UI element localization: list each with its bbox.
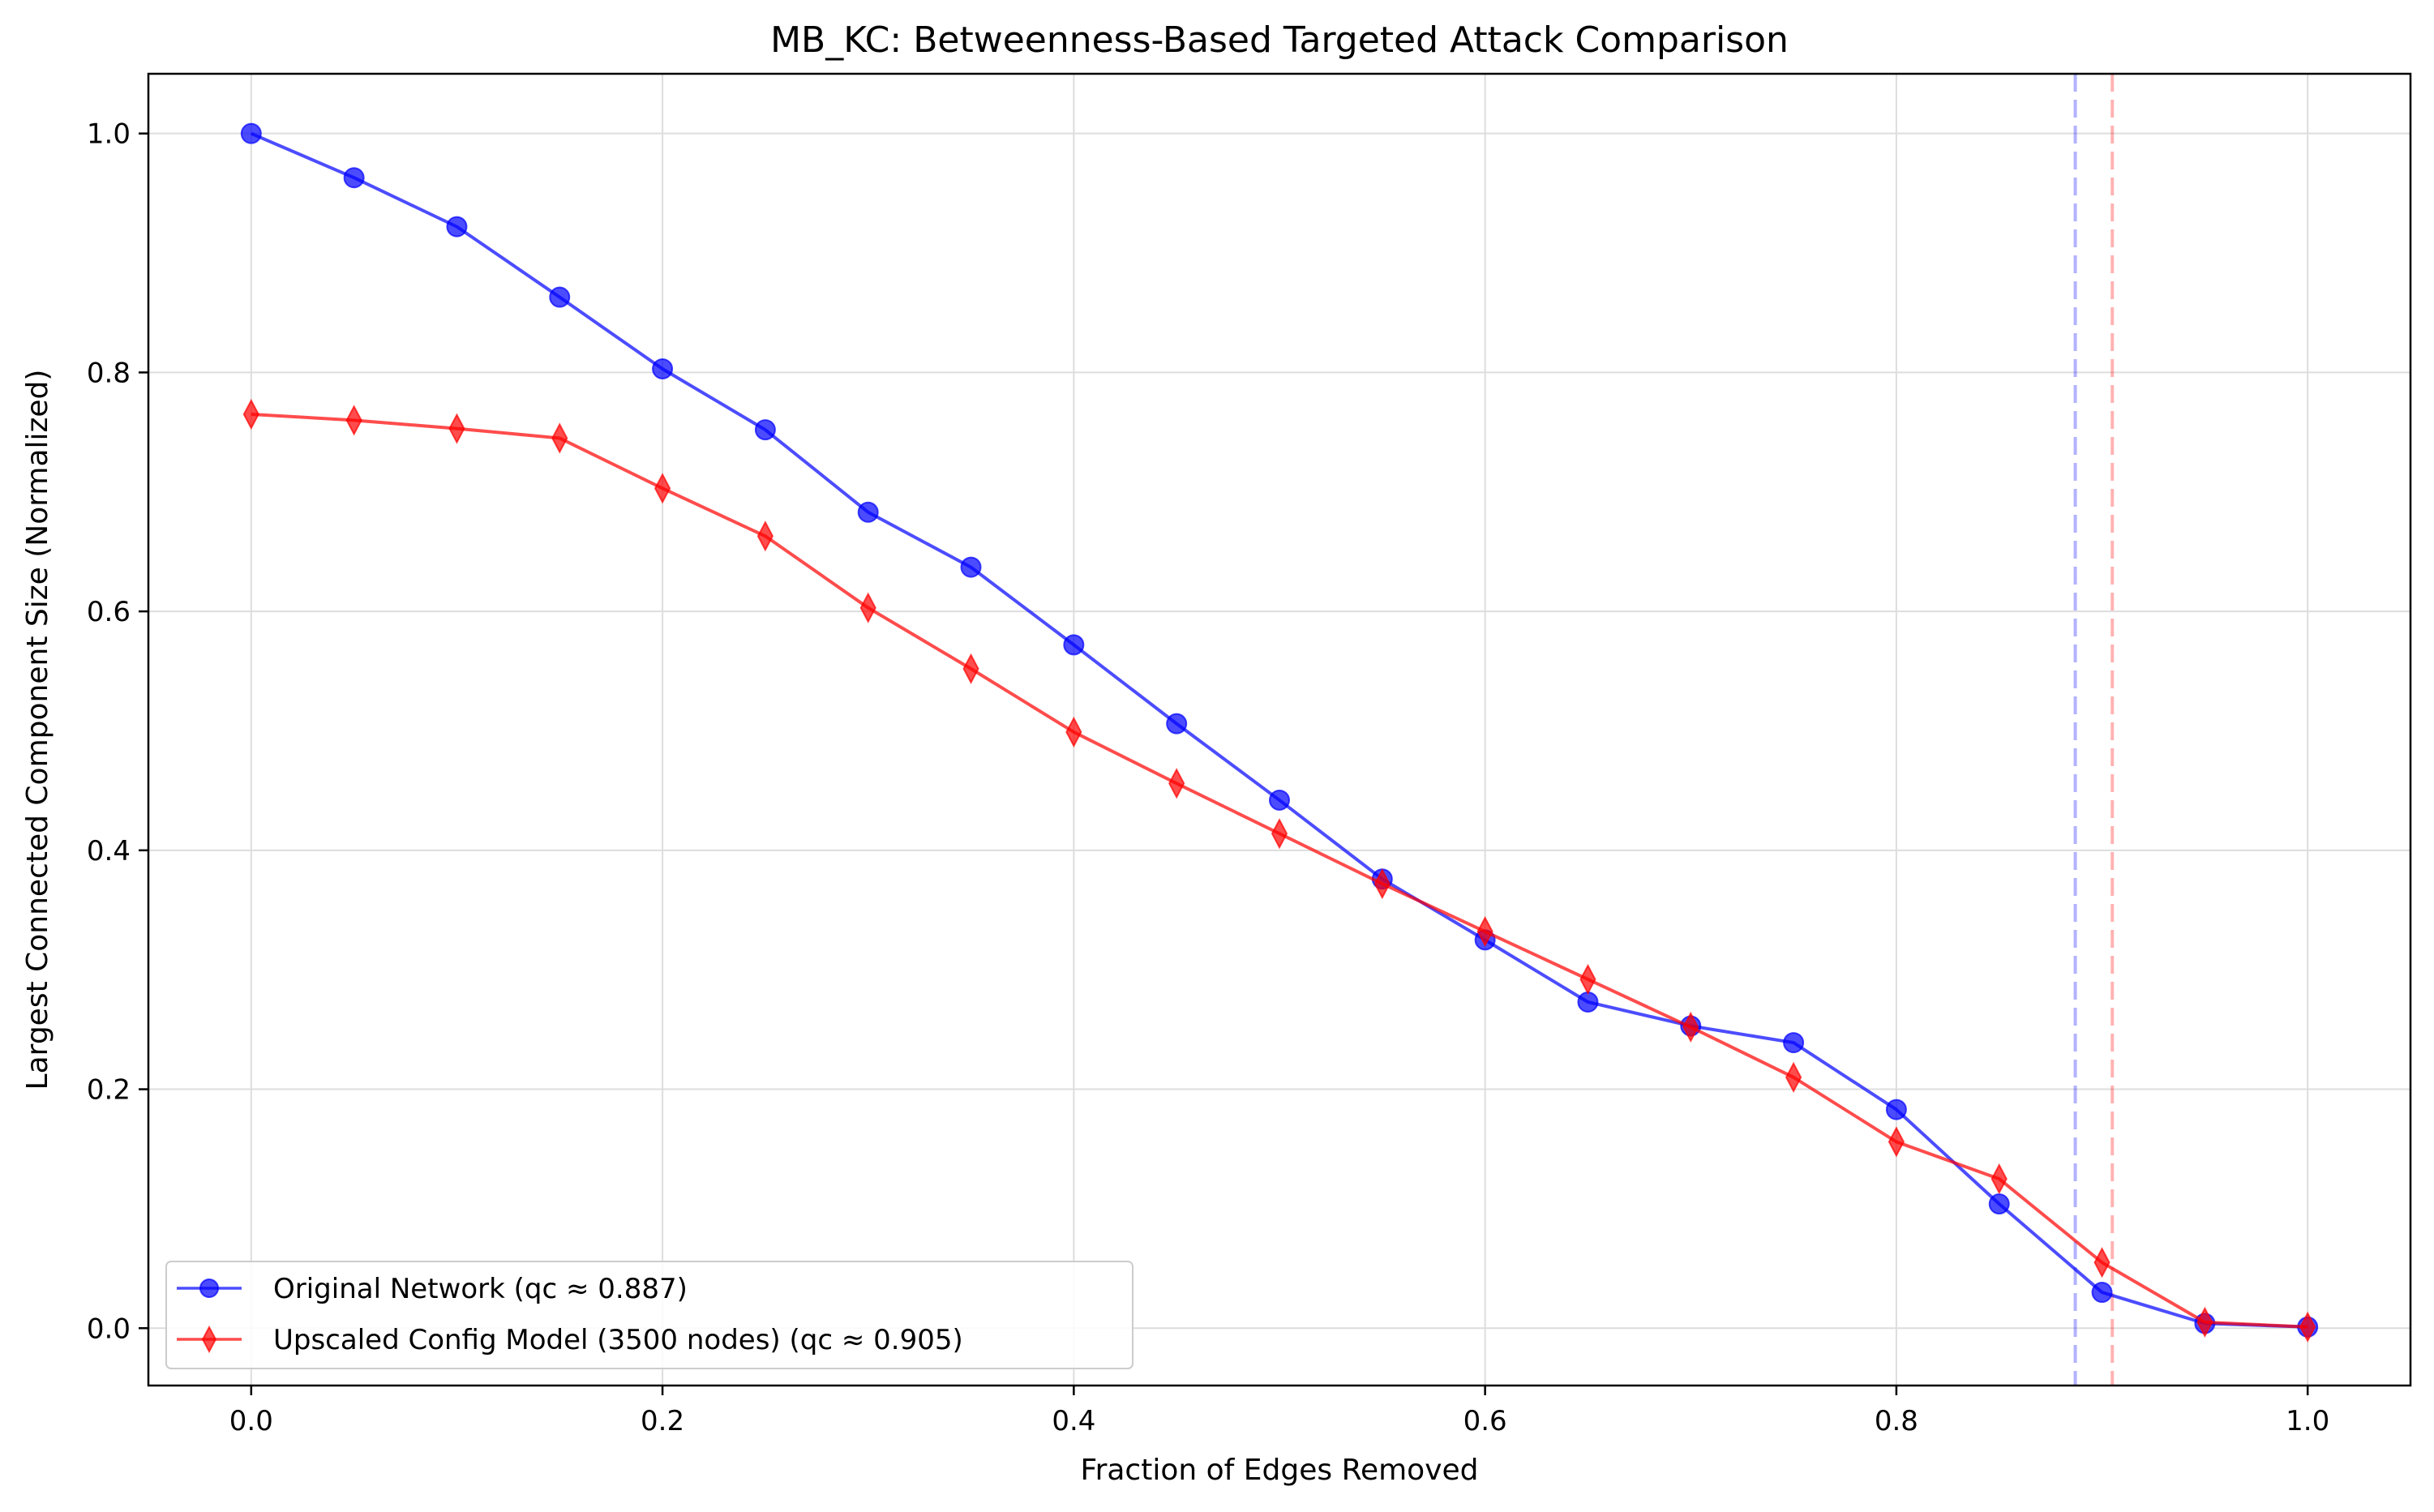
data-point (756, 520, 774, 552)
y-tick-label: 0.0 (87, 1313, 131, 1345)
series-group (240, 122, 2319, 1343)
data-point (1269, 789, 1290, 811)
data-point (2196, 1306, 2213, 1339)
critical-threshold-lines (2073, 74, 2115, 1386)
data-point (1373, 867, 1391, 900)
legend-marker-original (199, 1279, 219, 1298)
data-point (960, 556, 982, 578)
data-point (551, 422, 568, 454)
legend-label-upscaled: Upscaled Config Model (3500 nodes) (qc ≈… (273, 1324, 963, 1356)
x-tick-label: 0.4 (1052, 1405, 1095, 1437)
y-tick-label: 0.6 (87, 596, 131, 628)
y-axis-ticks: 0.0 0.2 0.4 0.6 0.8 1.0 (87, 118, 148, 1345)
data-point (1785, 1061, 1802, 1093)
x-tick-label: 0.8 (1875, 1405, 1918, 1437)
data-point (857, 501, 879, 523)
x-tick-label: 0.0 (229, 1405, 273, 1437)
x-axis-ticks: 0.0 0.2 0.4 0.6 0.8 1.0 (229, 1386, 2329, 1437)
legend-label-original: Original Network (qc ≈ 0.887) (273, 1273, 688, 1305)
x-tick-label: 0.2 (641, 1405, 684, 1437)
data-point (1885, 1099, 1907, 1120)
data-point (240, 122, 262, 144)
data-point (1990, 1163, 2008, 1195)
data-point (1577, 991, 1599, 1013)
data-point (754, 419, 776, 441)
y-tick-label: 0.8 (87, 357, 131, 389)
data-point (962, 653, 979, 684)
plot-frame (147, 72, 2412, 1387)
data-point (1476, 915, 1493, 948)
legend: Original Network (qc ≈ 0.887) Upscaled C… (165, 1261, 1133, 1369)
series-upscaled-config-model (242, 398, 2316, 1343)
data-point (1888, 1126, 1905, 1158)
data-point (652, 358, 674, 379)
data-point (1988, 1193, 2010, 1215)
y-axis-label: Largest Connected Component Size (Normal… (21, 370, 54, 1090)
data-point (2093, 1247, 2110, 1279)
chart-title: MB_KC: Betweenness-Based Targeted Attack… (770, 19, 1789, 61)
y-tick-label: 0.2 (87, 1074, 131, 1107)
data-point (448, 413, 465, 444)
x-tick-label: 0.6 (1463, 1405, 1507, 1437)
data-point (1063, 634, 1085, 656)
data-point (343, 167, 365, 189)
data-point (1168, 768, 1185, 799)
data-point (2299, 1311, 2316, 1343)
data-point (1271, 818, 1288, 850)
x-tick-label: 1.0 (2286, 1405, 2329, 1437)
data-point (1682, 1011, 1699, 1043)
data-point (1783, 1032, 1805, 1054)
data-point (549, 286, 571, 308)
legend-box (165, 1261, 1133, 1369)
x-axis-label: Fraction of Edges Removed (1080, 1454, 1478, 1487)
data-point (345, 405, 362, 436)
data-point (653, 473, 671, 504)
data-point (1166, 713, 1188, 735)
y-tick-label: 1.0 (87, 118, 131, 151)
data-point (859, 592, 876, 623)
data-point (446, 216, 468, 238)
data-point (2091, 1282, 2113, 1304)
data-point (1065, 716, 1082, 748)
legend-marker-upscaled (201, 1325, 217, 1354)
data-point (242, 398, 259, 430)
y-tick-label: 0.4 (87, 835, 131, 867)
data-point (1579, 963, 1596, 996)
